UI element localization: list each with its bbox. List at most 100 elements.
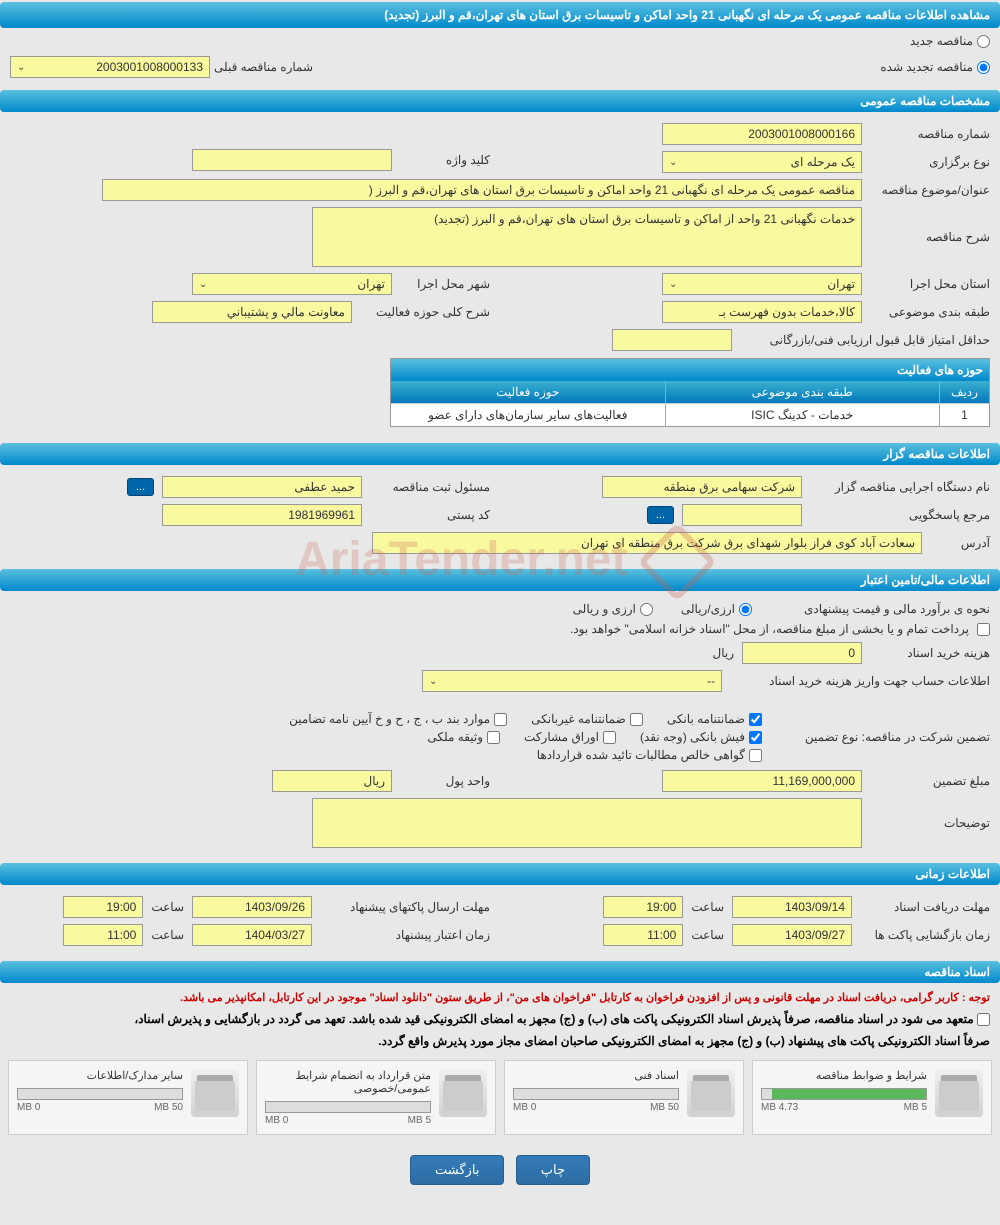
doc-card[interactable]: شرایط و ضوابط مناقصه 5 MB4.73 MB: [752, 1060, 992, 1135]
hour-label: ساعت: [691, 900, 724, 914]
min-score-label: حداقل امتیاز قابل قبول ارزیابی فنی/بازرگ…: [740, 333, 990, 347]
radio-new-label: مناقصه جدید: [910, 34, 973, 48]
doc-title: متن قرارداد به انضمام شرایط عمومی/خصوصی: [265, 1069, 431, 1095]
doc-card[interactable]: سایر مدارک/اطلاعات 50 MB0 MB: [8, 1060, 248, 1135]
prev-tender-select[interactable]: 2003001008000133 ⌄: [10, 56, 210, 78]
treasury-checkbox[interactable]: [977, 623, 990, 636]
guarantee-label: تضمین شرکت در مناقصه: نوع تضمین: [770, 730, 990, 744]
hour-label: ساعت: [151, 900, 184, 914]
folder-icon: [687, 1069, 735, 1117]
org-name-field: شرکت سهامی برق منطقه: [602, 476, 802, 498]
progress-bar: [265, 1101, 431, 1113]
doc-title: اسناد فنی: [513, 1069, 679, 1082]
doc-card[interactable]: اسناد فنی 50 MB0 MB: [504, 1060, 744, 1135]
receive-time[interactable]: 19:00: [603, 896, 683, 918]
notes-field[interactable]: [312, 798, 862, 848]
hour-label: ساعت: [691, 928, 724, 942]
radio-currency2[interactable]: [640, 603, 653, 616]
province-select[interactable]: تهران ⌄: [662, 273, 862, 295]
desc-field[interactable]: خدمات نگهبانی 21 واحد از اماکن و تاسیسات…: [312, 207, 862, 267]
ref-more-button[interactable]: ...: [647, 506, 674, 524]
type-select[interactable]: یک مرحله ای ⌄: [662, 151, 862, 173]
credit-label: زمان اعتبار پیشنهاد: [320, 928, 490, 942]
credit-time[interactable]: 11:00: [63, 924, 143, 946]
g7-label: گواهی خالص مطالبات تائید شده قراردادها: [537, 748, 745, 762]
activity-field[interactable]: معاونت مالي و پشتيباني: [152, 301, 352, 323]
city-select[interactable]: تهران ⌄: [192, 273, 392, 295]
cell-num: 1: [939, 404, 989, 426]
notice-red: توجه : کاربر گرامی، دریافت اسناد در مهلت…: [0, 987, 1000, 1008]
postal-field: 1981969961: [162, 504, 362, 526]
section-bidder: اطلاعات مناقصه گزار: [0, 443, 1000, 465]
open-date[interactable]: 1403/09/27: [732, 924, 852, 946]
treasury-note: پرداخت تمام و یا بخشی از مبلغ مناقصه، از…: [570, 622, 969, 636]
chevron-down-icon: ⌄: [199, 279, 207, 290]
g2-checkbox[interactable]: [630, 713, 643, 726]
g3-checkbox[interactable]: [494, 713, 507, 726]
commit-checkbox[interactable]: [977, 1013, 990, 1026]
keyword-field[interactable]: [192, 149, 392, 171]
col-num: ردیف: [939, 381, 989, 403]
tender-num-field: 2003001008000166: [662, 123, 862, 145]
g6-checkbox[interactable]: [487, 731, 500, 744]
reg-resp-field: حمید عطفی: [162, 476, 362, 498]
doc-used: 0 MB: [265, 1115, 288, 1126]
folder-icon: [935, 1069, 983, 1117]
ref-field[interactable]: [682, 504, 802, 526]
doc-max: 5 MB: [408, 1115, 431, 1126]
chevron-down-icon: ⌄: [669, 157, 677, 168]
cell-cat: خدمات - کدینگ ISIC: [665, 404, 940, 426]
activity-table-title: حوزه های فعالیت: [391, 359, 989, 381]
city-label: شهر محل اجرا: [400, 277, 490, 291]
col-activity: حوزه فعالیت: [391, 381, 665, 403]
folder-icon: [439, 1069, 487, 1117]
col-category: طبقه بندی موضوعی: [665, 381, 940, 403]
section-docs: اسناد مناقصه: [0, 961, 1000, 983]
radio-new-tender[interactable]: [977, 35, 990, 48]
section-financial: اطلاعات مالی/تامین اعتبار: [0, 569, 1000, 591]
riyal-label: ریال: [712, 646, 734, 660]
tender-num-label: شماره مناقصه: [870, 127, 990, 141]
credit-date[interactable]: 1404/03/27: [192, 924, 312, 946]
activity-label: شرح کلی حوزه فعالیت: [360, 305, 490, 319]
back-button[interactable]: بازگشت: [410, 1155, 504, 1185]
chevron-down-icon: ⌄: [429, 676, 437, 687]
doc-max: 50 MB: [154, 1102, 183, 1113]
receive-date[interactable]: 1403/09/14: [732, 896, 852, 918]
progress-bar: [513, 1088, 679, 1100]
unit-field: ریال: [272, 770, 392, 792]
min-score-field[interactable]: [612, 329, 732, 351]
doc-cost-field[interactable]: 0: [742, 642, 862, 664]
g4-checkbox[interactable]: [749, 731, 762, 744]
g3-label: موارد بند ب ، ج ، ح و خ آیین نامه تضامین: [289, 712, 490, 726]
g5-checkbox[interactable]: [603, 731, 616, 744]
doc-card[interactable]: متن قرارداد به انضمام شرایط عمومی/خصوصی …: [256, 1060, 496, 1135]
progress-bar: [761, 1088, 927, 1100]
keyword-label: کلید واژه: [400, 153, 490, 167]
print-button[interactable]: چاپ: [516, 1155, 590, 1185]
doc-title: سایر مدارک/اطلاعات: [17, 1069, 183, 1082]
subject-field[interactable]: مناقصه عمومی یک مرحله ای نگهبانی 21 واحد…: [102, 179, 862, 201]
submit-time[interactable]: 19:00: [63, 896, 143, 918]
resp-more-button[interactable]: ...: [127, 478, 154, 496]
doc-max: 5 MB: [904, 1102, 927, 1113]
subject-label: عنوان/موضوع مناقصه: [870, 183, 990, 197]
chevron-down-icon: ⌄: [17, 62, 25, 73]
g7-checkbox[interactable]: [749, 749, 762, 762]
address-field[interactable]: سعادت آباد کوی فراز بلوار شهدای برق شرکت…: [372, 532, 922, 554]
org-name-label: نام دستگاه اجرایی مناقصه گزار: [810, 480, 990, 494]
ref-label: مرجع پاسخگویی: [810, 508, 990, 522]
g1-checkbox[interactable]: [749, 713, 762, 726]
account-select[interactable]: -- ⌄: [422, 670, 722, 692]
page-title: مشاهده اطلاعات مناقصه عمومی یک مرحله ای …: [0, 2, 1000, 28]
activity-table: حوزه های فعالیت ردیف طبقه بندی موضوعی حو…: [390, 358, 990, 427]
category-field[interactable]: کالا،خدمات بدون فهرست بـ: [662, 301, 862, 323]
radio-renewed-tender[interactable]: [977, 61, 990, 74]
g1-label: ضمانتنامه بانکی: [667, 712, 745, 726]
doc-cost-label: هزینه خرید اسناد: [870, 646, 990, 660]
radio-currency1[interactable]: [739, 603, 752, 616]
guarantee-amt-field[interactable]: 11,169,000,000: [662, 770, 862, 792]
g4-label: فیش بانکی (وجه نقد): [640, 730, 745, 744]
open-time[interactable]: 11:00: [603, 924, 683, 946]
submit-date[interactable]: 1403/09/26: [192, 896, 312, 918]
